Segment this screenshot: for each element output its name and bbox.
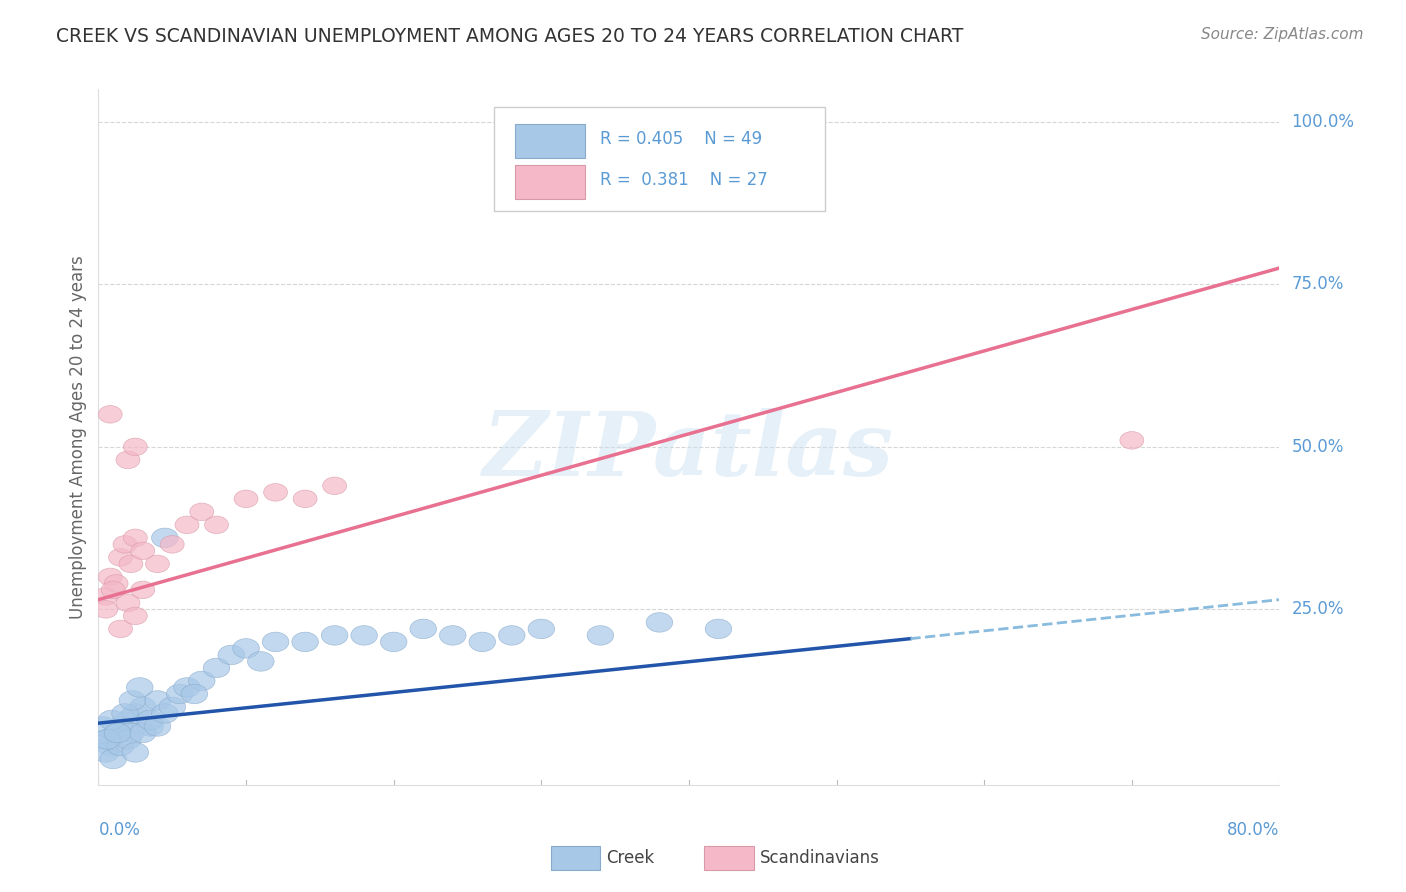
Ellipse shape [124, 438, 148, 456]
Ellipse shape [352, 625, 377, 645]
Ellipse shape [100, 749, 127, 769]
Ellipse shape [90, 716, 117, 736]
Ellipse shape [93, 743, 120, 762]
Ellipse shape [98, 568, 122, 586]
Ellipse shape [145, 555, 170, 573]
Ellipse shape [247, 652, 274, 671]
Ellipse shape [588, 625, 613, 645]
Ellipse shape [115, 730, 141, 749]
Ellipse shape [529, 619, 554, 639]
Text: 0.0%: 0.0% [98, 821, 141, 838]
Ellipse shape [174, 678, 200, 698]
Ellipse shape [104, 574, 128, 592]
Ellipse shape [1119, 432, 1144, 449]
Ellipse shape [647, 613, 672, 632]
Ellipse shape [104, 723, 131, 743]
Ellipse shape [188, 671, 215, 690]
Ellipse shape [381, 632, 406, 652]
Ellipse shape [101, 581, 125, 599]
Ellipse shape [131, 542, 155, 559]
Ellipse shape [115, 594, 141, 612]
Ellipse shape [292, 632, 318, 652]
Ellipse shape [108, 620, 132, 638]
Text: 100.0%: 100.0% [1291, 112, 1354, 131]
Ellipse shape [233, 490, 259, 508]
Text: ZIPatlas: ZIPatlas [484, 408, 894, 494]
Ellipse shape [118, 723, 145, 743]
Ellipse shape [174, 516, 200, 533]
Ellipse shape [190, 503, 214, 521]
Ellipse shape [124, 607, 148, 624]
Ellipse shape [98, 406, 122, 423]
FancyBboxPatch shape [551, 847, 600, 870]
Ellipse shape [124, 529, 148, 547]
Text: R = 0.405    N = 49: R = 0.405 N = 49 [600, 130, 762, 148]
Ellipse shape [440, 625, 465, 645]
Ellipse shape [322, 625, 347, 645]
Ellipse shape [263, 483, 288, 501]
Text: R =  0.381    N = 27: R = 0.381 N = 27 [600, 171, 768, 189]
Ellipse shape [93, 730, 120, 749]
Ellipse shape [181, 684, 208, 704]
Ellipse shape [204, 658, 229, 678]
Ellipse shape [166, 684, 193, 704]
Ellipse shape [131, 581, 155, 599]
Ellipse shape [136, 716, 163, 736]
Text: 50.0%: 50.0% [1291, 438, 1344, 456]
Ellipse shape [122, 743, 149, 762]
Text: 75.0%: 75.0% [1291, 276, 1344, 293]
FancyBboxPatch shape [494, 106, 825, 211]
FancyBboxPatch shape [704, 847, 754, 870]
Ellipse shape [94, 730, 121, 749]
Ellipse shape [136, 710, 163, 730]
Ellipse shape [411, 619, 436, 639]
Ellipse shape [129, 723, 156, 743]
Ellipse shape [115, 451, 141, 468]
Ellipse shape [292, 490, 318, 508]
Ellipse shape [263, 632, 288, 652]
Ellipse shape [107, 736, 134, 756]
Ellipse shape [107, 716, 134, 736]
Y-axis label: Unemployment Among Ages 20 to 24 years: Unemployment Among Ages 20 to 24 years [69, 255, 87, 619]
Ellipse shape [94, 600, 118, 618]
Ellipse shape [115, 710, 141, 730]
Ellipse shape [233, 639, 259, 658]
Ellipse shape [97, 736, 124, 756]
FancyBboxPatch shape [516, 165, 585, 199]
Text: 80.0%: 80.0% [1227, 821, 1279, 838]
Ellipse shape [218, 645, 245, 665]
Ellipse shape [98, 710, 125, 730]
Ellipse shape [120, 690, 146, 710]
Text: CREEK VS SCANDINAVIAN UNEMPLOYMENT AMONG AGES 20 TO 24 YEARS CORRELATION CHART: CREEK VS SCANDINAVIAN UNEMPLOYMENT AMONG… [56, 27, 963, 45]
Ellipse shape [120, 555, 143, 573]
Ellipse shape [706, 619, 731, 639]
Text: Source: ZipAtlas.com: Source: ZipAtlas.com [1201, 27, 1364, 42]
Ellipse shape [470, 632, 495, 652]
Ellipse shape [103, 723, 129, 743]
Ellipse shape [322, 477, 347, 495]
Ellipse shape [94, 588, 118, 605]
Ellipse shape [112, 535, 136, 553]
Ellipse shape [129, 698, 156, 716]
Ellipse shape [108, 549, 132, 566]
Ellipse shape [152, 528, 179, 548]
Ellipse shape [152, 704, 179, 723]
Ellipse shape [111, 704, 138, 723]
Text: Scandinavians: Scandinavians [759, 849, 880, 867]
Ellipse shape [145, 690, 170, 710]
Text: 25.0%: 25.0% [1291, 600, 1344, 618]
Ellipse shape [499, 625, 524, 645]
Text: Creek: Creek [606, 849, 655, 867]
Ellipse shape [145, 716, 170, 736]
Ellipse shape [160, 535, 184, 553]
Ellipse shape [127, 678, 153, 698]
FancyBboxPatch shape [516, 124, 585, 158]
Ellipse shape [159, 698, 186, 716]
Ellipse shape [122, 704, 149, 723]
Ellipse shape [204, 516, 229, 533]
